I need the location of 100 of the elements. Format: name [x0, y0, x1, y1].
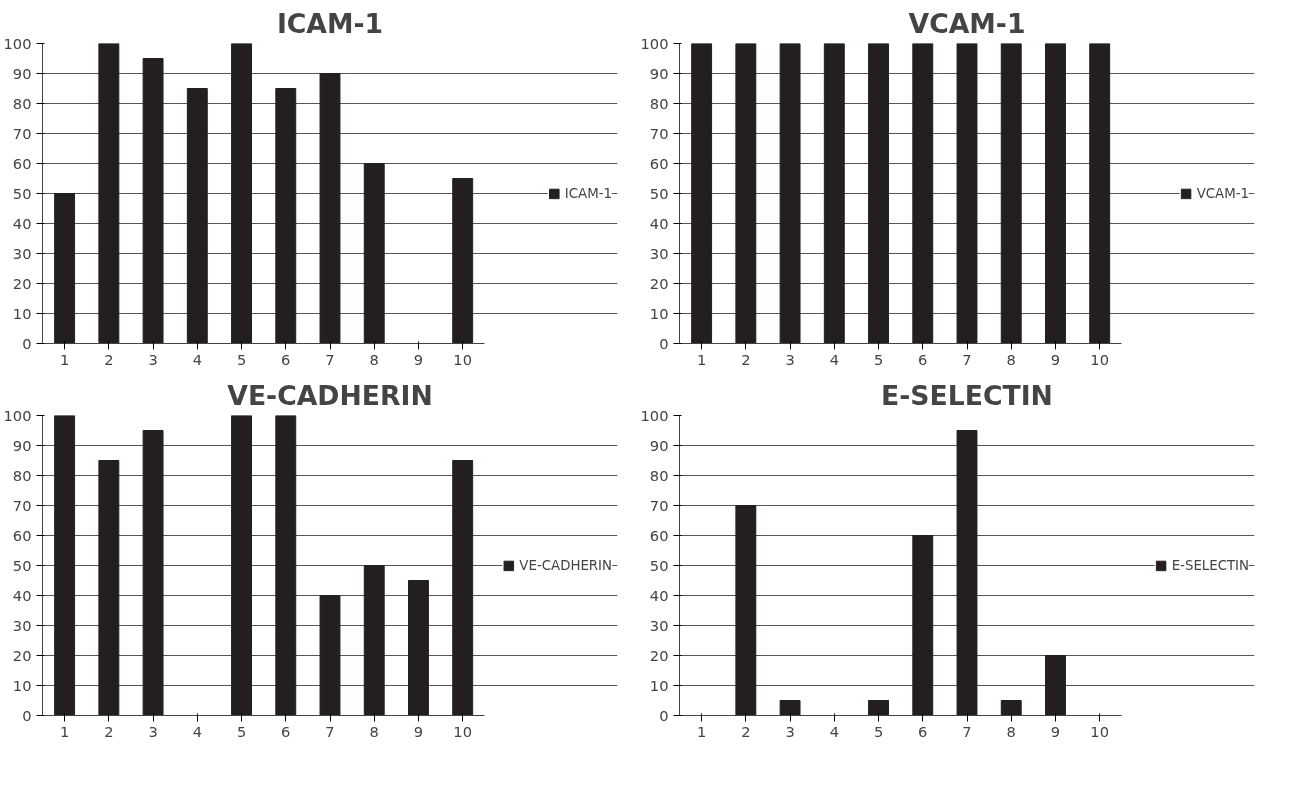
bar: [231, 43, 252, 344]
y-tick-label: 40: [12, 214, 32, 232]
y-tick-label: 0: [659, 706, 669, 724]
y-tick-label: 20: [12, 646, 32, 664]
y-tick-label: 100: [640, 34, 669, 52]
bar: [186, 88, 208, 344]
y-tick-label: 70: [649, 496, 669, 514]
x-tick-label: 8: [369, 350, 379, 368]
x-tick-label: 9: [1050, 350, 1061, 368]
x-tick-label: 5: [236, 722, 247, 740]
y-tick-label: 40: [649, 214, 669, 232]
y-tick-label: 90: [12, 436, 32, 454]
y-tick-label: 60: [649, 526, 669, 544]
bar: [275, 88, 297, 344]
y-tick-label: 70: [12, 124, 32, 142]
legend-label: E-SELECTIN: [1171, 557, 1249, 573]
x-tick-label: 9: [413, 350, 424, 368]
y-tick-label: 0: [22, 334, 32, 352]
x-tick-label: 6: [281, 350, 291, 368]
y-tick-label: 60: [12, 154, 32, 172]
y-tick-label: 80: [649, 94, 669, 112]
x-tick-label: 3: [148, 722, 158, 740]
bar: [142, 430, 164, 716]
chart-title: ICAM-1: [276, 7, 384, 39]
y-tick-label: 60: [649, 154, 669, 172]
y-tick-label: 70: [12, 496, 32, 514]
chart-title: VE-CADHERIN: [227, 379, 433, 411]
x-tick-label: 1: [696, 722, 707, 740]
y-tick-label: 30: [649, 616, 669, 634]
x-tick-label: 3: [785, 722, 795, 740]
x-tick-label: 5: [873, 350, 884, 368]
y-tick-label: 90: [649, 436, 669, 454]
bar: [142, 58, 164, 344]
bar: [1045, 655, 1066, 716]
bar: [408, 580, 429, 716]
bar: [868, 700, 889, 716]
x-tick-label: 7: [962, 722, 972, 740]
y-tick-label: 60: [12, 526, 32, 544]
y-tick-label: 80: [12, 94, 32, 112]
x-tick-label: 6: [918, 350, 928, 368]
y-tick-label: 10: [12, 676, 32, 694]
y-tick-label: 80: [12, 466, 32, 484]
x-tick-label: 6: [281, 722, 291, 740]
chart-title: VCAM-1: [908, 7, 1026, 39]
y-tick-label: 100: [640, 406, 669, 424]
x-tick-label: 4: [829, 350, 839, 368]
x-tick-label: 2: [741, 350, 751, 368]
x-tick-label: 10: [453, 350, 473, 368]
bar: [363, 163, 385, 344]
x-tick-label: 6: [918, 722, 928, 740]
y-tick-label: 10: [12, 304, 32, 322]
y-tick-label: 70: [649, 124, 669, 142]
y-tick-label: 30: [12, 616, 32, 634]
y-tick-label: 0: [659, 334, 669, 352]
y-tick-label: 50: [12, 556, 32, 574]
x-tick-label: 10: [1090, 350, 1110, 368]
x-tick-label: 1: [59, 722, 70, 740]
y-tick-label: 10: [649, 304, 669, 322]
bar: [452, 178, 474, 344]
bar: [912, 535, 934, 716]
x-tick-label: 2: [104, 722, 114, 740]
bar: [363, 565, 385, 716]
y-tick-label: 100: [3, 34, 32, 52]
bar: [779, 700, 801, 716]
bar: [735, 505, 757, 716]
bar: [98, 460, 120, 716]
x-tick-label: 8: [369, 722, 379, 740]
x-tick-label: 2: [741, 722, 751, 740]
x-tick-label: 3: [785, 350, 795, 368]
bar: [1000, 700, 1022, 716]
y-tick-label: 80: [649, 466, 669, 484]
y-tick-label: 40: [12, 586, 32, 604]
x-tick-label: 9: [413, 722, 424, 740]
x-tick-label: 10: [1090, 722, 1110, 740]
x-tick-label: 7: [325, 722, 335, 740]
y-tick-label: 0: [22, 706, 32, 724]
y-tick-label: 30: [12, 244, 32, 262]
y-tick-label: 10: [649, 676, 669, 694]
x-tick-label: 8: [1006, 350, 1016, 368]
y-tick-label: 90: [12, 64, 32, 82]
y-tick-label: 90: [649, 64, 669, 82]
x-tick-label: 10: [453, 722, 473, 740]
y-tick-label: 100: [3, 406, 32, 424]
y-tick-label: 20: [649, 646, 669, 664]
x-tick-label: 1: [696, 350, 707, 368]
x-tick-label: 9: [1050, 722, 1061, 740]
x-tick-label: 7: [962, 350, 972, 368]
x-tick-label: 4: [829, 722, 839, 740]
legend-label: ICAM-1: [564, 185, 612, 201]
y-tick-label: 20: [12, 274, 32, 292]
y-tick-label: 20: [649, 274, 669, 292]
x-tick-label: 4: [192, 350, 202, 368]
bar: [98, 43, 120, 344]
x-tick-label: 5: [236, 350, 247, 368]
bar: [54, 193, 76, 344]
y-tick-label: 50: [649, 184, 669, 202]
bar: [319, 595, 341, 716]
bar: [452, 460, 474, 716]
x-tick-label: 4: [192, 722, 202, 740]
x-tick-label: 2: [104, 350, 114, 368]
